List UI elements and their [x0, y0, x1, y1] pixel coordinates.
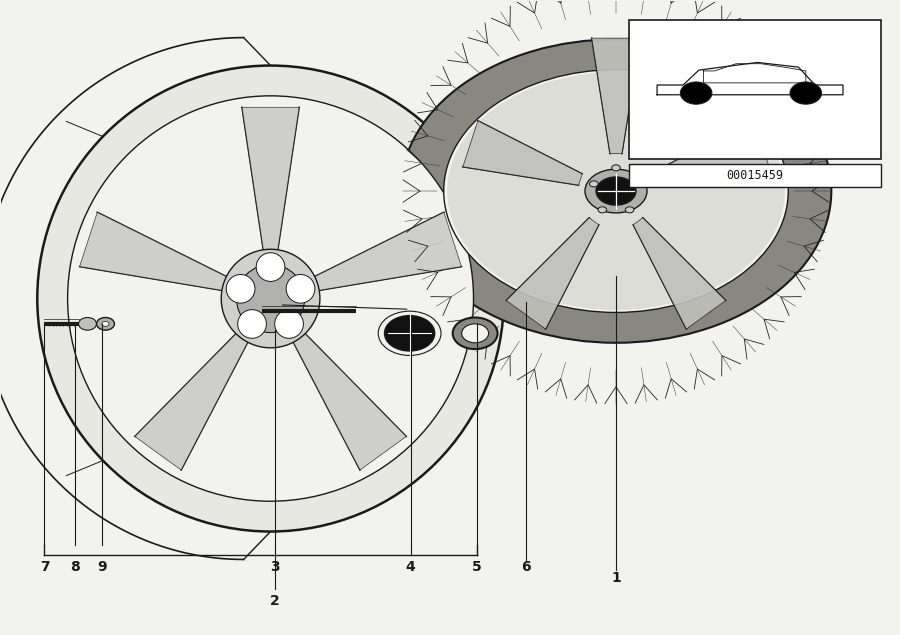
Text: 2: 2: [270, 594, 280, 608]
Polygon shape: [591, 38, 640, 154]
Text: 1: 1: [611, 571, 621, 585]
Text: 5: 5: [472, 560, 482, 574]
Circle shape: [78, 318, 96, 330]
Circle shape: [585, 169, 647, 213]
FancyBboxPatch shape: [629, 164, 881, 187]
Circle shape: [447, 72, 785, 310]
Ellipse shape: [256, 253, 285, 281]
Polygon shape: [293, 333, 406, 470]
Ellipse shape: [221, 250, 320, 348]
Text: 9: 9: [97, 560, 107, 574]
Ellipse shape: [37, 65, 504, 531]
Text: 7: 7: [40, 560, 50, 574]
Bar: [629, 20, 881, 159]
Circle shape: [612, 165, 620, 171]
Polygon shape: [135, 333, 248, 470]
Circle shape: [384, 316, 435, 351]
Circle shape: [400, 39, 832, 343]
Circle shape: [102, 321, 109, 326]
Circle shape: [598, 207, 607, 213]
Circle shape: [680, 82, 712, 104]
Polygon shape: [463, 121, 582, 185]
Text: 8: 8: [70, 560, 80, 574]
Ellipse shape: [226, 274, 255, 303]
Polygon shape: [314, 212, 462, 290]
Circle shape: [462, 324, 489, 343]
Polygon shape: [650, 121, 770, 185]
Circle shape: [590, 181, 598, 187]
Ellipse shape: [237, 265, 304, 333]
Circle shape: [790, 82, 822, 104]
Polygon shape: [507, 218, 598, 329]
Circle shape: [444, 70, 788, 312]
Circle shape: [453, 318, 498, 349]
Ellipse shape: [286, 274, 315, 303]
Text: 6: 6: [521, 560, 531, 574]
Circle shape: [634, 181, 643, 187]
Polygon shape: [242, 107, 299, 250]
Ellipse shape: [68, 96, 473, 501]
Text: 3: 3: [270, 560, 280, 574]
Circle shape: [626, 207, 634, 213]
Text: 00015459: 00015459: [726, 169, 784, 182]
Ellipse shape: [274, 310, 303, 338]
Circle shape: [596, 177, 635, 205]
Polygon shape: [79, 212, 227, 290]
Circle shape: [96, 318, 114, 330]
Polygon shape: [634, 218, 725, 329]
Text: 4: 4: [406, 560, 416, 574]
Ellipse shape: [238, 310, 266, 338]
